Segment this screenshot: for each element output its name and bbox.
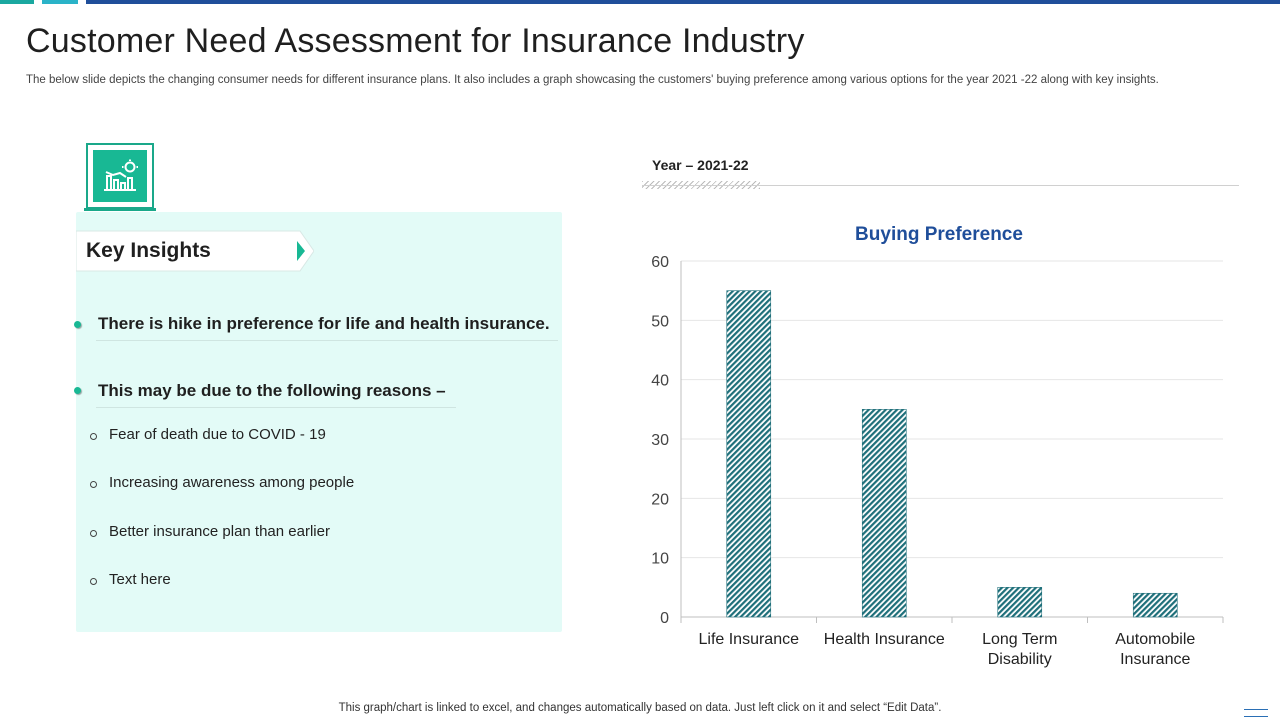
key-insights-panel [76,212,562,632]
year-divider [642,185,1239,186]
bar [1132,592,1178,618]
page-subtitle: The below slide depicts the changing con… [26,74,1159,86]
y-tick-label: 60 [651,254,669,271]
corner-decoration [1244,709,1268,717]
top-accent-segment [42,0,78,4]
page-title: Customer Need Assessment for Insurance I… [26,22,805,60]
year-label: Year – 2021-22 [652,157,749,173]
top-accent-segment [0,0,34,4]
hollow-bullet-icon [90,578,97,585]
reason-item: Fear of death due to COVID - 19 [109,426,326,443]
divider [96,340,558,341]
reason-item: Better insurance plan than earlier [109,523,330,540]
bar [861,409,907,618]
y-tick-label: 50 [651,313,669,330]
bar [997,587,1043,618]
bullet-dot-icon [74,387,81,394]
chart-title: Buying Preference [855,224,1023,245]
insights-icon-frame [86,143,154,209]
y-tick-label: 0 [660,610,669,627]
insight-point: There is hike in preference for life and… [98,314,550,333]
hollow-bullet-icon [90,433,97,440]
bar [726,290,772,618]
y-tick-label: 30 [651,432,669,449]
y-tick-label: 20 [651,491,669,508]
icon-base-line [84,208,156,211]
top-accent-bar [0,0,1280,4]
insight-point: This may be due to the following reasons… [98,381,446,400]
reason-item: Text here [109,571,171,588]
hollow-bullet-icon [90,530,97,537]
reason-item: Increasing awareness among people [109,474,355,491]
x-tick-label: Automobile Insurance [1115,631,1195,668]
buying-preference-chart: Buying Preference 0 10 20 30 40 50 60 Life Ins… [651,224,1224,668]
footnote: This graph/chart is linked to excel, and… [338,702,942,714]
top-accent-segment [86,0,1280,4]
y-tick-label: 10 [651,551,669,568]
key-insights-tab [76,230,314,272]
hollow-bullet-icon [90,481,97,488]
y-tick-label: 40 [651,373,669,390]
x-tick-label: Life Insurance [698,631,799,648]
bullet-dot-icon [74,321,81,328]
key-insights-heading: Key Insights [86,239,211,262]
x-tick-label: Health Insurance [824,631,945,648]
divider [96,407,456,408]
chart-lightbulb-icon [104,159,138,191]
chevron-right-icon [297,241,305,261]
x-tick-label: Long Term Disability [982,631,1057,668]
